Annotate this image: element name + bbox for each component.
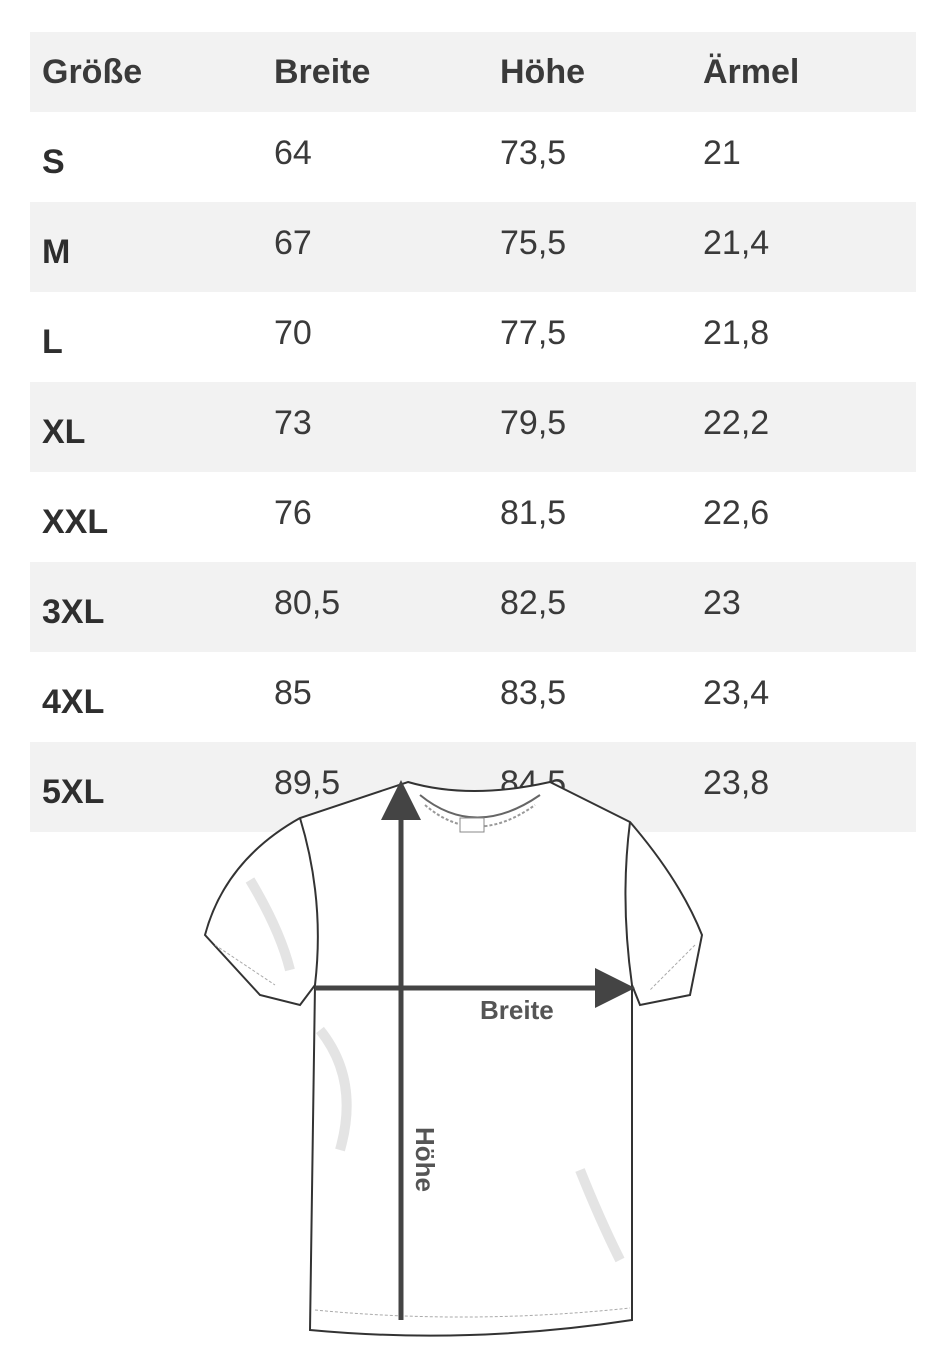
tshirt-outline [203,780,704,1337]
height-cell: 73,5 [500,133,567,172]
width-cell: 80,5 [274,583,341,622]
tshirt-folds [245,877,625,1263]
table-row: XL 73 79,5 22,2 [30,382,916,472]
width-cell: 73 [274,403,312,442]
size-cell: M [42,232,71,271]
sleeve-cell: 21 [703,133,741,172]
height-cell: 79,5 [500,403,567,442]
size-cell: XL [42,412,86,451]
header-sleeve: Ärmel [703,52,800,91]
size-cell: 4XL [42,682,105,721]
height-cell: 81,5 [500,493,567,532]
size-cell: 3XL [42,592,105,631]
size-chart-table: Größe Breite Höhe Ärmel S 64 73,5 21 M 67 75,5… [30,32,916,832]
sleeve-cell: 21,4 [703,223,770,262]
height-cell: 75,5 [500,223,567,262]
sleeve-cell: 21,8 [703,313,770,352]
sleeve-cell: 23,8 [703,763,770,802]
size-cell: 5XL [42,772,105,811]
height-cell: 82,5 [500,583,567,622]
tshirt-measurement-diagram: Breite Höhe [203,780,704,1337]
width-cell: 85 [274,673,312,712]
header-height: Höhe [500,52,585,91]
height-label: Höhe [410,1127,440,1192]
sleeve-cell: 23 [703,583,741,622]
height-cell: 77,5 [500,313,567,352]
size-cell: XXL [42,502,109,541]
table-row: 4XL 85 83,5 23,4 [30,652,916,742]
table-row: 3XL 80,5 82,5 23 [30,562,916,652]
sleeve-cell: 22,6 [703,493,770,532]
table-row: M 67 75,5 21,4 [30,202,916,292]
table-row: L 70 77,5 21,8 [30,292,916,382]
size-cell: L [42,322,63,361]
size-cell: S [42,142,65,181]
width-label: Breite [480,995,554,1025]
table-row: S 64 73,5 21 [30,112,916,202]
width-cell: 76 [274,493,312,532]
table-header-row: Größe Breite Höhe Ärmel [30,32,916,112]
width-cell: 70 [274,313,312,352]
table-row: XXL 76 81,5 22,6 [30,472,916,562]
height-cell: 83,5 [500,673,567,712]
width-cell: 67 [274,223,312,262]
width-cell: 89,5 [274,763,341,802]
sleeve-cell: 23,4 [703,673,770,712]
header-size: Größe [42,52,143,91]
header-width: Breite [274,52,371,91]
sleeve-cell: 22,2 [703,403,770,442]
width-cell: 64 [274,133,312,172]
